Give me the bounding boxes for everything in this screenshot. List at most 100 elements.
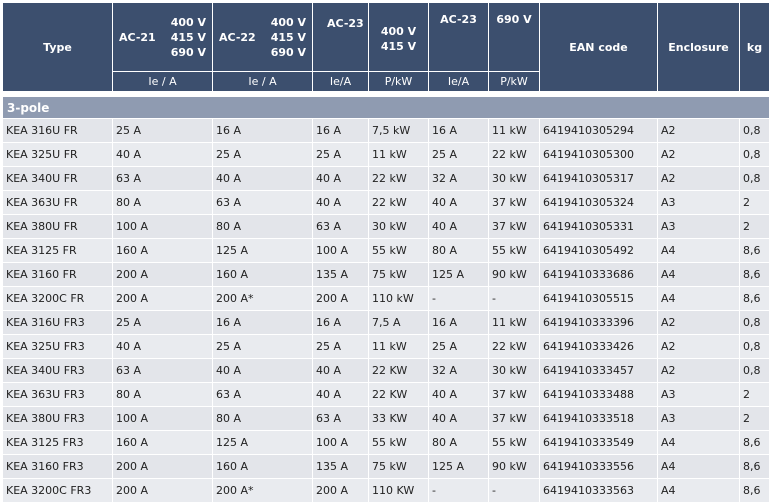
cell-ac21: 40 A xyxy=(112,334,213,359)
cell-weight: 0,8 xyxy=(739,118,770,143)
cell-ac23-690-current: - xyxy=(428,478,489,503)
cell-ac22: 160 A xyxy=(212,454,313,479)
cell-power-690: 22 kW xyxy=(488,334,540,359)
cell-ac21: 160 A xyxy=(112,430,213,455)
header-kg: kg xyxy=(739,2,770,92)
cell-type: KEA 3125 FR3 xyxy=(2,430,113,455)
header-ac22: AC-22 400 V 415 V 690 V xyxy=(212,2,313,72)
cell-ac23-current: 16 A xyxy=(312,118,369,143)
cell-ac22: 25 A xyxy=(212,142,313,167)
cell-weight: 2 xyxy=(739,190,770,215)
cell-ac23-current: 200 A xyxy=(312,286,369,311)
cell-weight: 8,6 xyxy=(739,238,770,263)
cell-enclosure: A3 xyxy=(657,382,740,407)
cell-weight: 0,8 xyxy=(739,334,770,359)
cell-ac22: 80 A xyxy=(212,214,313,239)
cell-weight: 0,8 xyxy=(739,142,770,167)
section-label: 3-pole xyxy=(2,96,770,119)
cell-type: KEA 380U FR xyxy=(2,214,113,239)
header-ac22-label: AC-22 xyxy=(219,30,256,44)
cell-ac23-690-current: 40 A xyxy=(428,190,489,215)
cell-ac23-current: 135 A xyxy=(312,262,369,287)
cell-ac21: 100 A xyxy=(112,406,213,431)
unit-ac22: Ie / A xyxy=(212,71,313,92)
cell-power-400: 75 kW xyxy=(368,454,429,479)
cell-enclosure: A4 xyxy=(657,454,740,479)
header-enclosure: Enclosure xyxy=(657,2,740,92)
cell-ac21: 200 A xyxy=(112,478,213,503)
cell-ac23-current: 135 A xyxy=(312,454,369,479)
cell-power-690: 30 kW xyxy=(488,166,540,191)
cell-ac23-690-current: 16 A xyxy=(428,118,489,143)
table-row: KEA 3160 FR 200 A 160 A 135 A 75 kW 125 A 90 k… xyxy=(2,262,770,287)
cell-ac22: 125 A xyxy=(212,238,313,263)
cell-power-400: 22 KW xyxy=(368,382,429,407)
cell-enclosure: A4 xyxy=(657,430,740,455)
cell-enclosure: A4 xyxy=(657,478,740,503)
cell-ac23-current: 63 A xyxy=(312,214,369,239)
cell-ac21: 100 A xyxy=(112,214,213,239)
cell-enclosure: A4 xyxy=(657,286,740,311)
header-ac22-voltages: 400 V 415 V 690 V xyxy=(270,15,306,59)
cell-ac21: 63 A xyxy=(112,166,213,191)
unit-ac21: Ie / A xyxy=(112,71,213,92)
cell-power-690: 11 kW xyxy=(488,118,540,143)
cell-ac21: 25 A xyxy=(112,118,213,143)
cell-weight: 0,8 xyxy=(739,358,770,383)
cell-ac22: 125 A xyxy=(212,430,313,455)
cell-ac23-current: 25 A xyxy=(312,142,369,167)
table-row: KEA 340U FR3 63 A 40 A 40 A 22 KW 32 A 30 kW 64… xyxy=(2,358,770,383)
cell-ac23-690-current: 40 A xyxy=(428,382,489,407)
cell-ac23-current: 40 A xyxy=(312,382,369,407)
cell-weight: 2 xyxy=(739,382,770,407)
cell-ac23-690-current: 40 A xyxy=(428,214,489,239)
cell-power-690: 22 kW xyxy=(488,142,540,167)
cell-power-400: 55 kW xyxy=(368,238,429,263)
cell-ean: 6419410333426 xyxy=(539,334,658,359)
cell-power-400: 110 kW xyxy=(368,286,429,311)
cell-ac22: 200 A* xyxy=(212,478,313,503)
cell-weight: 2 xyxy=(739,406,770,431)
cell-power-690: 90 kW xyxy=(488,262,540,287)
cell-ac23-current: 25 A xyxy=(312,334,369,359)
cell-ean: 6419410333396 xyxy=(539,310,658,335)
cell-power-400: 11 kW xyxy=(368,142,429,167)
table-row: KEA 325U FR3 40 A 25 A 25 A 11 kW 25 A 22 kW 64… xyxy=(2,334,770,359)
cell-type: KEA 363U FR3 xyxy=(2,382,113,407)
cell-ac22: 40 A xyxy=(212,358,313,383)
table-row: KEA 316U FR 25 A 16 A 16 A 7,5 kW 16 A 11 kW 64… xyxy=(2,118,770,143)
cell-ac23-690-current: 16 A xyxy=(428,310,489,335)
cell-ac22: 16 A xyxy=(212,118,313,143)
cell-power-690: - xyxy=(488,478,540,503)
cell-type: KEA 3125 FR xyxy=(2,238,113,263)
cell-ac21: 80 A xyxy=(112,190,213,215)
cell-enclosure: A4 xyxy=(657,262,740,287)
table-row: KEA 363U FR3 80 A 63 A 40 A 22 KW 40 A 37 kW 64… xyxy=(2,382,770,407)
cell-ac23-current: 16 A xyxy=(312,310,369,335)
cell-ac21: 80 A xyxy=(112,382,213,407)
cell-ac22: 160 A xyxy=(212,262,313,287)
cell-power-400: 22 kW xyxy=(368,190,429,215)
table-row: KEA 3125 FR 160 A 125 A 100 A 55 kW 80 A 55 kW… xyxy=(2,238,770,263)
cell-enclosure: A2 xyxy=(657,166,740,191)
table-row: KEA 380U FR3 100 A 80 A 63 A 33 KW 40 A 37 kW 6… xyxy=(2,406,770,431)
cell-enclosure: A2 xyxy=(657,334,740,359)
table-row: KEA 363U FR 80 A 63 A 40 A 22 kW 40 A 37 kW 641… xyxy=(2,190,770,215)
cell-type: KEA 3200C FR3 xyxy=(2,478,113,503)
table-row: KEA 380U FR 100 A 80 A 63 A 30 kW 40 A 37 kW 64… xyxy=(2,214,770,239)
cell-ac21: 200 A xyxy=(112,286,213,311)
header-ac21-label: AC-21 xyxy=(119,30,156,44)
table-row: KEA 325U FR 40 A 25 A 25 A 11 kW 25 A 22 kW 641… xyxy=(2,142,770,167)
cell-power-690: 37 kW xyxy=(488,214,540,239)
cell-ac22: 63 A xyxy=(212,190,313,215)
cell-ac21: 200 A xyxy=(112,262,213,287)
cell-ac22: 80 A xyxy=(212,406,313,431)
cell-enclosure: A2 xyxy=(657,142,740,167)
cell-ean: 6419410333549 xyxy=(539,430,658,455)
table-row: KEA 3125 FR3 160 A 125 A 100 A 55 kW 80 A 55 k… xyxy=(2,430,770,455)
unit-ac23-b: Ie/A xyxy=(428,71,489,92)
cell-weight: 8,6 xyxy=(739,478,770,503)
cell-enclosure: A3 xyxy=(657,190,740,215)
cell-ac23-690-current: 32 A xyxy=(428,358,489,383)
cell-ac23-690-current: 80 A xyxy=(428,238,489,263)
